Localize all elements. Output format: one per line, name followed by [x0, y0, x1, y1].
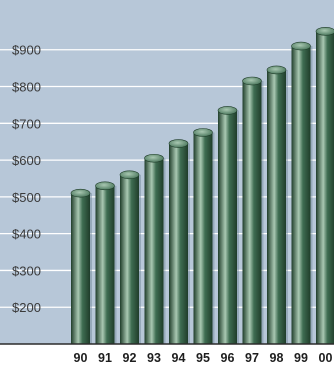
bar — [119, 170, 141, 344]
bar — [266, 65, 288, 344]
x-tick-label: 95 — [196, 351, 210, 365]
y-tick-label: $300 — [12, 263, 41, 278]
y-tick-label: $700 — [12, 116, 41, 131]
y-tick-label: $500 — [12, 190, 41, 205]
x-tick-label: 90 — [74, 351, 88, 365]
bar — [144, 153, 166, 344]
bar — [70, 188, 92, 344]
x-tick-label: 98 — [270, 351, 284, 365]
y-tick-label: $900 — [12, 43, 41, 58]
y-tick-label: $800 — [12, 80, 41, 95]
x-tick-label: 94 — [172, 351, 186, 365]
y-axis: $200 $300 $400 $500 $600 $700 $800 $900 — [12, 43, 41, 315]
x-tick-label: 97 — [245, 351, 259, 365]
bar — [168, 139, 190, 344]
x-tick-label: 96 — [221, 351, 235, 365]
y-tick-label: $600 — [12, 153, 41, 168]
bar — [315, 27, 334, 344]
x-tick-label: 91 — [98, 351, 112, 365]
x-tick-label: 93 — [147, 351, 161, 365]
bars — [70, 27, 334, 344]
bar — [193, 128, 215, 344]
bar — [291, 41, 313, 344]
y-tick-label: $400 — [12, 227, 41, 242]
bar — [95, 181, 117, 344]
x-axis: 90 91 92 93 94 95 96 97 98 99 00 — [74, 351, 333, 365]
x-tick-label: 99 — [294, 351, 308, 365]
y-tick-label: $200 — [12, 300, 41, 315]
bar — [217, 106, 239, 344]
bar — [242, 76, 264, 344]
x-tick-label: 00 — [319, 351, 333, 365]
x-tick-label: 92 — [123, 351, 137, 365]
